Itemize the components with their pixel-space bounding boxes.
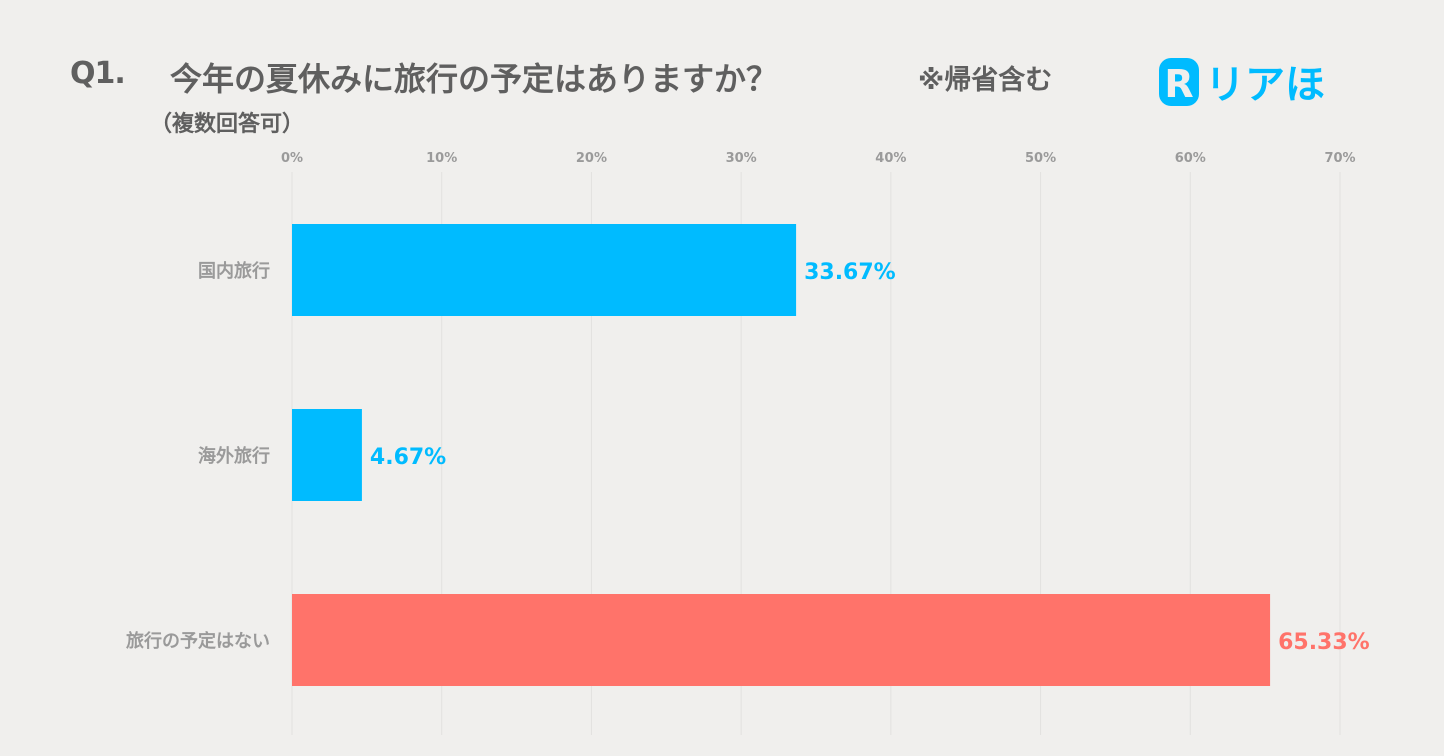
tick-layer: 0% 10% 20% 30% 40% 50% 60% 70% [281, 151, 1356, 166]
x-tick-label: 60% [1175, 151, 1206, 166]
value-label: 4.67% [370, 445, 446, 470]
bar [292, 594, 1271, 686]
value-label: 33.67% [804, 260, 896, 285]
question-note: ※帰省含む [918, 65, 1053, 96]
x-tick-label: 20% [576, 151, 607, 166]
label-layer: 国内旅行 33.67% 海外旅行 4.67% 旅行の予定はない 65.33% [126, 260, 1370, 655]
bar [292, 409, 362, 501]
x-tick-label: 50% [1025, 151, 1056, 166]
bar [292, 224, 797, 316]
category-label: 旅行の予定はない [126, 630, 270, 652]
x-tick-label: 40% [875, 151, 906, 166]
logo-letter: R [1164, 62, 1193, 106]
bar-layer [292, 224, 1271, 686]
question-number: Q1. [70, 56, 126, 91]
logo-wordmark: リアほ [1205, 62, 1325, 108]
x-tick-label: 10% [426, 151, 457, 166]
value-label: 65.33% [1278, 630, 1370, 655]
logo-badge [1159, 58, 1199, 106]
category-label: 海外旅行 [198, 445, 270, 467]
x-tick-label: 70% [1324, 151, 1355, 166]
x-tick-label: 0% [281, 151, 303, 166]
subtitle: （複数回答可） [150, 112, 305, 137]
x-tick-label: 30% [726, 151, 757, 166]
brand-logo: R リアほ [1159, 58, 1325, 108]
category-label: 国内旅行 [198, 260, 270, 282]
question-title: 今年の夏休みに旅行の予定はありますか？ [170, 60, 779, 98]
